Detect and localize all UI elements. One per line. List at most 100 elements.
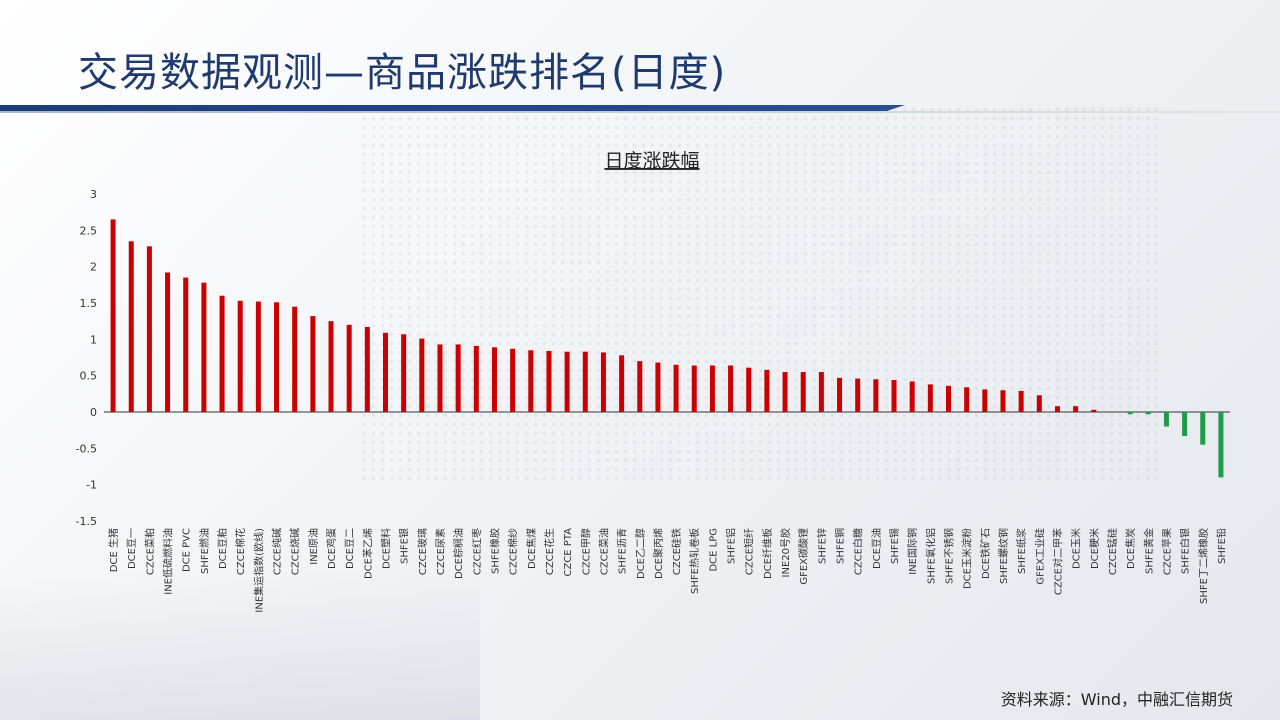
x-tick-label: SHFE锌 xyxy=(815,528,828,564)
background-dot-map xyxy=(360,105,1160,485)
bar xyxy=(1091,409,1097,412)
bar xyxy=(546,350,552,412)
bar xyxy=(1218,412,1224,478)
x-tick-label: CZCE烧碱 xyxy=(289,528,302,575)
chart-title: 日度涨跌幅 xyxy=(604,150,699,172)
bar xyxy=(219,295,225,412)
x-tick-label: DCE豆粕 xyxy=(216,528,229,569)
y-axis: -1.5 -1 -0.5 0 0.5 1 1.5 2 2.5 3 xyxy=(76,188,97,528)
x-tick-label: CZCE菜粕 xyxy=(143,528,156,575)
y-tick-label: -1.5 xyxy=(76,515,97,528)
bar xyxy=(401,334,407,412)
bar xyxy=(764,369,770,412)
bar xyxy=(528,350,534,412)
x-tick-label: DCE豆油 xyxy=(870,528,883,569)
x-tick-label: CZCE PTA xyxy=(563,528,574,577)
bar xyxy=(419,338,425,412)
bar xyxy=(201,282,207,412)
x-tick-label: DCE焦煤 xyxy=(525,528,538,569)
x-tick-label: DCE塑料 xyxy=(380,528,393,569)
x-tick-label: CZCE尿素 xyxy=(434,528,447,575)
bar xyxy=(873,379,879,412)
x-tick-label: INE20号胶 xyxy=(779,528,792,577)
bar xyxy=(837,377,843,412)
x-tick-label: SHFE白银 xyxy=(1179,528,1192,574)
bar xyxy=(891,380,897,412)
bar xyxy=(1073,406,1079,412)
x-tick-label: SHFE纸浆 xyxy=(1015,528,1028,574)
bar xyxy=(1036,395,1042,412)
x-tick-label: CZCE苹果 xyxy=(1160,528,1173,575)
bar xyxy=(582,351,588,412)
bar xyxy=(255,301,261,412)
x-tick-label: SHFE不锈钢 xyxy=(943,528,956,584)
x-tick-label: CZCE甲醇 xyxy=(579,528,592,575)
bar xyxy=(655,362,661,412)
bar xyxy=(800,372,806,412)
x-tick-label: CZCE棉纱 xyxy=(507,528,520,575)
bar xyxy=(1054,406,1060,412)
x-axis-labels: DCE 生猪 DCE豆一 CZCE菜粕 INE低硫燃料油 DCE PVC SHFE燃油 DC… xyxy=(107,528,1228,613)
background-skyline xyxy=(0,570,480,720)
x-tick-label: SHFE燃油 xyxy=(198,528,211,574)
x-tick-label: SHFE丁二烯橡胶 xyxy=(1197,528,1210,604)
bar xyxy=(383,332,388,412)
x-tick-label: INE低硫燃料油 xyxy=(162,528,175,595)
title-underline-dark xyxy=(0,105,905,111)
bar xyxy=(964,387,970,412)
x-tick-label: CZCE玻璃 xyxy=(416,528,429,575)
x-tick-label: DCE乙二醇 xyxy=(634,528,647,579)
x-tick-label: DCE豆二 xyxy=(344,528,356,569)
x-tick-label: SHFE银 xyxy=(398,528,411,564)
x-tick-label: DCE聚丙烯 xyxy=(652,528,665,579)
bar xyxy=(855,378,861,412)
x-tick-label: SHFE氧化铝 xyxy=(924,528,937,584)
x-tick-label: DCE焦炭 xyxy=(1124,528,1137,569)
x-tick-label: SHFE沥青 xyxy=(616,528,629,574)
bar xyxy=(564,351,570,412)
bar xyxy=(946,385,951,412)
bar xyxy=(818,372,824,412)
bar xyxy=(110,219,116,412)
bar xyxy=(728,365,734,412)
x-tick-label: SHFE黄金 xyxy=(1142,528,1155,574)
x-tick-label: CZCE花生 xyxy=(543,528,556,575)
y-tick-label: 2.5 xyxy=(80,224,98,237)
x-tick-label: DCE鸡蛋 xyxy=(325,528,338,569)
bar xyxy=(1145,412,1151,415)
x-tick-label: DCE棕榈油 xyxy=(452,528,465,579)
bar xyxy=(455,344,461,412)
bar xyxy=(491,347,497,412)
bar xyxy=(927,384,933,412)
bar xyxy=(1000,390,1006,412)
y-tick-label: 1 xyxy=(90,333,97,346)
x-tick-label: DCE豆一 xyxy=(126,528,138,569)
bar xyxy=(310,316,316,412)
bar xyxy=(619,355,625,412)
x-tick-label: SHFE橡胶 xyxy=(488,528,501,574)
x-tick-label: GFEX碳酸锂 xyxy=(797,528,810,585)
bar xyxy=(128,241,134,412)
bar xyxy=(346,324,352,412)
y-tick-label: 0.5 xyxy=(80,370,98,383)
bar xyxy=(510,348,516,412)
title-underline-light xyxy=(0,111,1280,113)
bar xyxy=(165,272,171,412)
bar xyxy=(364,326,370,412)
bar xyxy=(1127,412,1133,415)
bar xyxy=(328,321,334,412)
x-tick-label: CZCE锰硅 xyxy=(1106,528,1119,575)
bar xyxy=(982,389,988,412)
y-tick-label: 3 xyxy=(90,188,97,201)
bar xyxy=(709,365,715,412)
x-tick-label: SHFE锡 xyxy=(888,528,901,564)
x-tick-label: INE国际铜 xyxy=(907,528,919,575)
x-tick-label: DCE LPG xyxy=(708,528,719,572)
y-tick-label: -0.5 xyxy=(76,442,97,455)
y-tick-label: 2 xyxy=(90,261,97,274)
x-tick-label: DCE玉米淀粉 xyxy=(961,528,974,589)
bar xyxy=(292,306,298,412)
bar xyxy=(909,381,915,412)
x-tick-label: GFEX工业硅 xyxy=(1033,528,1046,585)
